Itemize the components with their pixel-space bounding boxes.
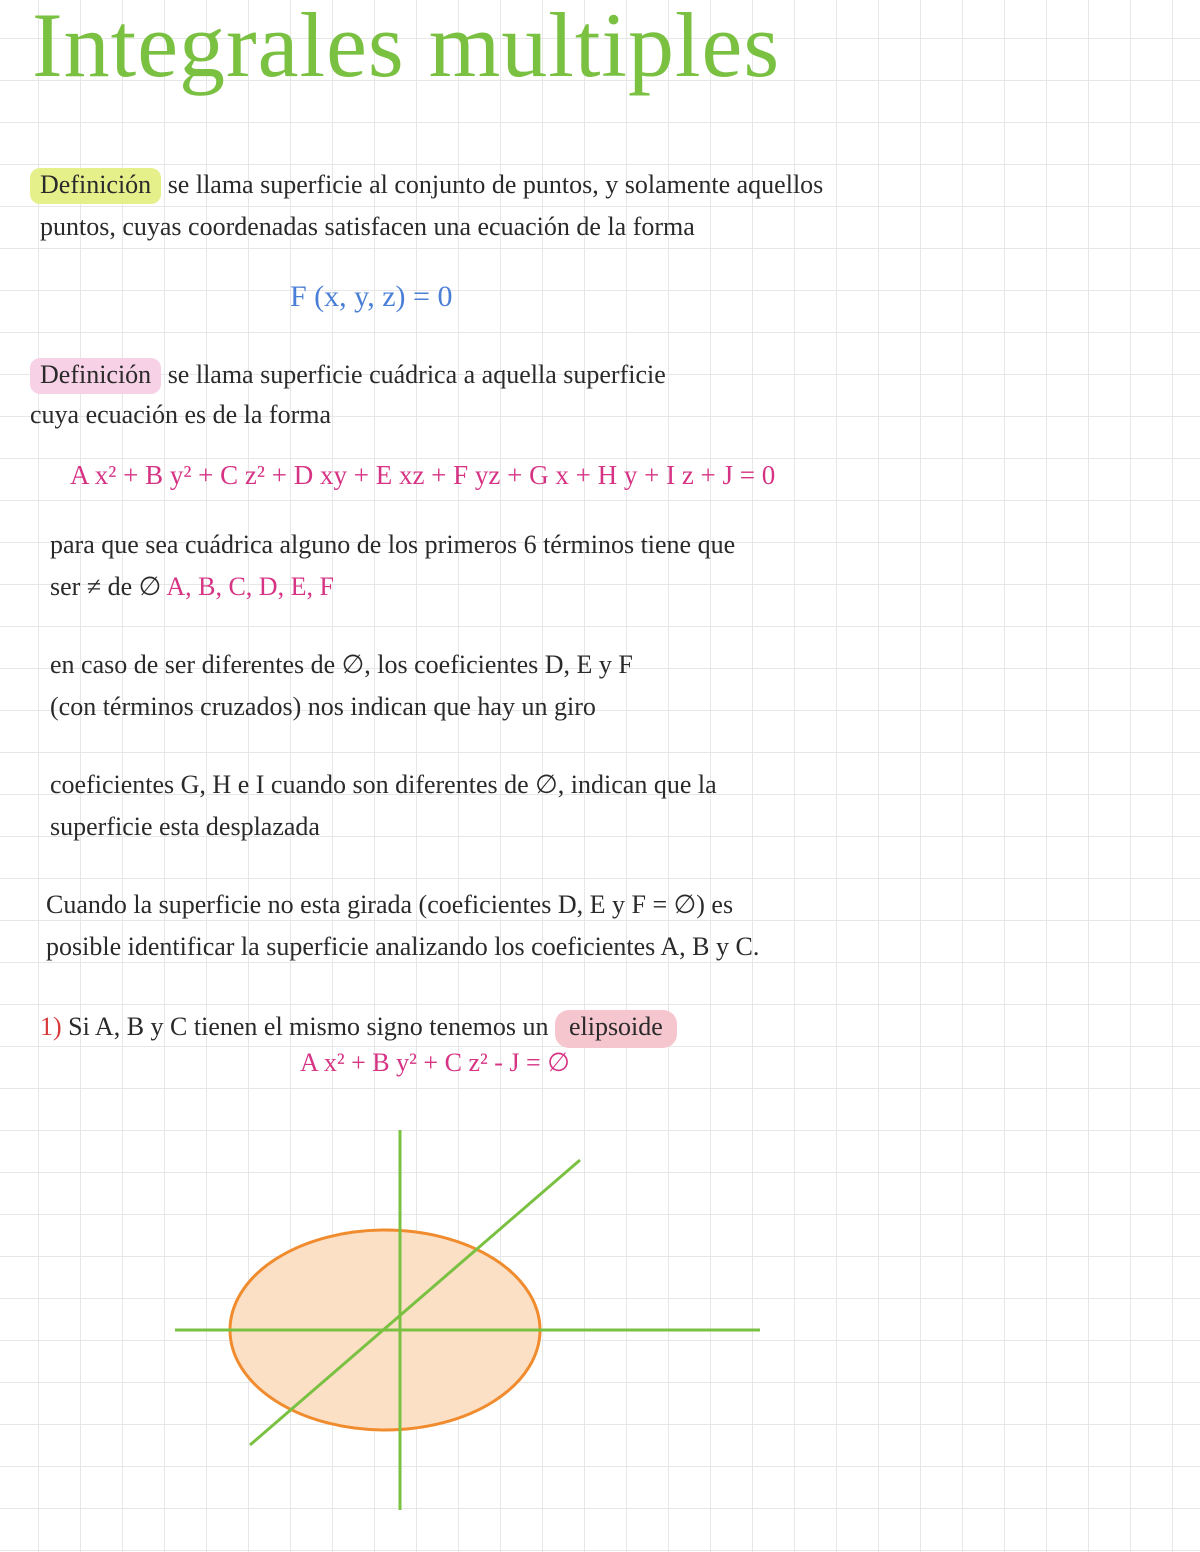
notebook-page: Integrales multiples Definición se llama… xyxy=(0,0,1200,1552)
ellipsoid-diagram xyxy=(0,0,1200,1552)
